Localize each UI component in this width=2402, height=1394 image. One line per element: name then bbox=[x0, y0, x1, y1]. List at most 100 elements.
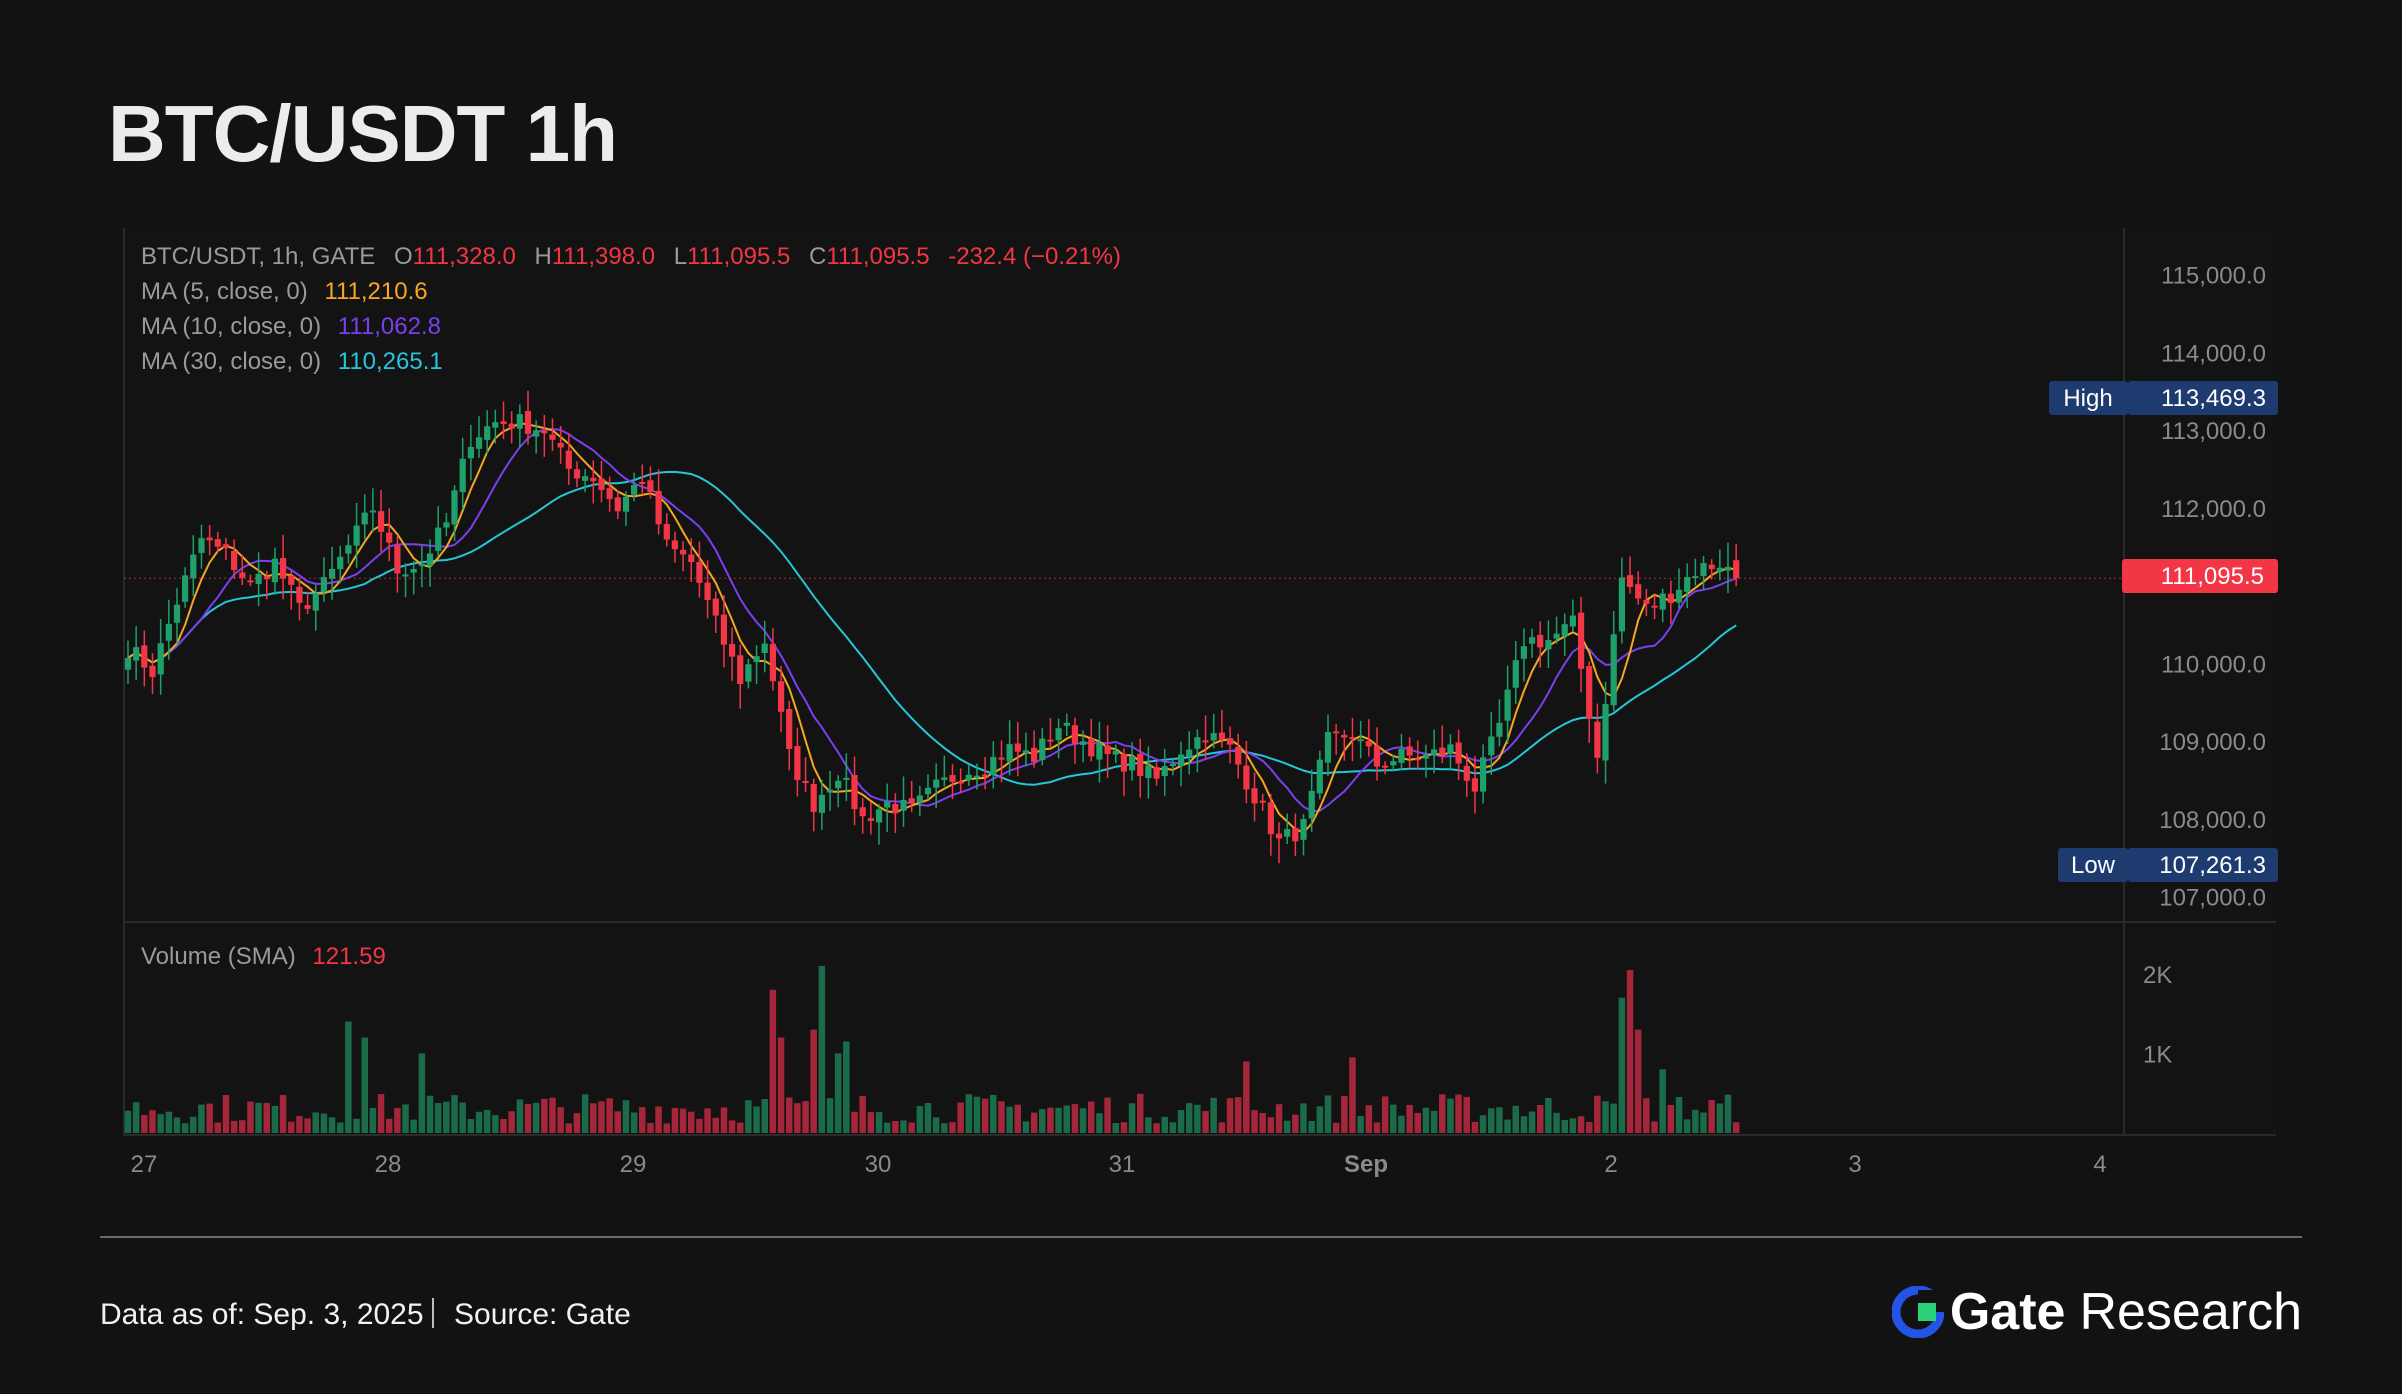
volume-bar bbox=[916, 1106, 924, 1133]
volume-bar bbox=[851, 1111, 858, 1133]
legend-volume-value: 121.59 bbox=[312, 943, 385, 970]
volume-bar bbox=[1692, 1109, 1699, 1133]
volume-bar bbox=[1202, 1111, 1209, 1133]
candle-body bbox=[1186, 749, 1193, 757]
volume-bar bbox=[1079, 1108, 1087, 1133]
volume-bar bbox=[606, 1098, 613, 1133]
legend-high-label: H bbox=[535, 243, 552, 270]
candle-body bbox=[1006, 744, 1013, 762]
volume-bar bbox=[590, 1103, 597, 1133]
volume-tick-label: 2K bbox=[2143, 962, 2172, 989]
candle-body bbox=[190, 554, 197, 579]
candle-body bbox=[288, 575, 295, 585]
legend-ma10-value: 111,062.8 bbox=[338, 313, 441, 340]
volume-bar bbox=[1030, 1112, 1038, 1133]
volume-bar bbox=[1096, 1113, 1103, 1133]
volume-bar bbox=[786, 1097, 793, 1133]
volume-bar bbox=[810, 1029, 817, 1133]
volume-bar bbox=[1194, 1104, 1201, 1133]
candle-body bbox=[443, 522, 450, 528]
volume-bar bbox=[1618, 997, 1626, 1133]
candle-body bbox=[1316, 759, 1323, 794]
candle-body bbox=[141, 645, 148, 668]
volume-bar bbox=[1210, 1097, 1217, 1133]
candle-body bbox=[884, 801, 891, 808]
time-tick-label: 28 bbox=[375, 1151, 402, 1178]
candle-body bbox=[198, 538, 205, 553]
volume-bar bbox=[1104, 1097, 1111, 1133]
low-marker-label: Low bbox=[2071, 852, 2116, 879]
price-tick-label: 115,000.0 bbox=[2161, 263, 2266, 290]
candle-body bbox=[345, 545, 352, 554]
candle-body bbox=[1724, 566, 1732, 571]
volume-bar bbox=[1471, 1121, 1479, 1133]
time-tick-label: 3 bbox=[1848, 1151, 1861, 1178]
candle-body bbox=[1496, 722, 1503, 737]
volume-bar bbox=[957, 1102, 964, 1133]
volume-bar bbox=[1365, 1105, 1373, 1133]
data-as-of-text: Data as of: Sep. 3, 2025 bbox=[100, 1298, 424, 1331]
volume-bar bbox=[598, 1101, 605, 1133]
volume-bar bbox=[239, 1120, 246, 1133]
candle-body bbox=[1243, 765, 1250, 790]
time-tick-label: 27 bbox=[131, 1151, 158, 1178]
volume-bar bbox=[1520, 1116, 1528, 1133]
candle-body bbox=[475, 437, 483, 449]
volume-bar bbox=[157, 1114, 164, 1133]
candle-body bbox=[133, 647, 140, 661]
candle-body bbox=[598, 478, 605, 490]
candle-body bbox=[761, 643, 768, 653]
candle-body bbox=[614, 497, 621, 512]
candle-body bbox=[1104, 745, 1111, 754]
candle-body bbox=[1684, 577, 1691, 592]
candle-body bbox=[1284, 829, 1291, 837]
candle-body bbox=[712, 598, 719, 616]
volume-bar bbox=[1422, 1107, 1430, 1133]
candle-body bbox=[941, 777, 948, 780]
candle-body bbox=[973, 775, 981, 778]
ma10-line bbox=[127, 427, 1737, 813]
volume-bar bbox=[745, 1100, 752, 1133]
candle-body bbox=[998, 757, 1005, 760]
candle-body bbox=[206, 537, 213, 541]
candle-body bbox=[965, 774, 972, 780]
candle-body bbox=[1504, 689, 1511, 721]
candle-body bbox=[1651, 605, 1658, 608]
candle-body bbox=[394, 545, 401, 574]
gate-logo-icon bbox=[1891, 1286, 1944, 1338]
volume-bar bbox=[1667, 1105, 1675, 1133]
volume-bar bbox=[288, 1121, 295, 1133]
volume-bar bbox=[255, 1102, 262, 1133]
candle-body bbox=[1300, 819, 1307, 840]
legend-ma30-value: 110,265.1 bbox=[338, 348, 443, 375]
candle-body bbox=[386, 532, 393, 543]
time-tick-label: Sep bbox=[1344, 1151, 1388, 1178]
candle-body bbox=[1112, 750, 1119, 755]
volume-bar bbox=[149, 1110, 156, 1133]
volume-bar bbox=[1071, 1104, 1079, 1133]
candle-body bbox=[516, 414, 523, 429]
volume-bar bbox=[1439, 1094, 1446, 1133]
volume-bar bbox=[214, 1122, 221, 1133]
candle-body bbox=[843, 777, 850, 780]
candle-body bbox=[1553, 633, 1560, 639]
candle-body bbox=[280, 558, 287, 579]
volume-bar bbox=[883, 1122, 891, 1133]
volume-bar bbox=[377, 1094, 385, 1133]
candle-body bbox=[729, 643, 736, 657]
volume-bar bbox=[181, 1123, 189, 1133]
volume-bar bbox=[1186, 1103, 1193, 1133]
volume-bar bbox=[1708, 1100, 1715, 1133]
candle-body bbox=[1626, 575, 1634, 587]
volume-bar bbox=[492, 1115, 499, 1133]
volume-bar bbox=[271, 1105, 279, 1133]
low-marker-value: 107,261.3 bbox=[2159, 852, 2266, 879]
volume-bar bbox=[337, 1122, 344, 1133]
candle-body bbox=[720, 614, 727, 645]
candle-body bbox=[296, 586, 303, 603]
ma5-line bbox=[127, 421, 1737, 834]
footer-separator bbox=[432, 1298, 434, 1328]
candle-body bbox=[786, 709, 793, 749]
candle-body bbox=[1635, 584, 1642, 599]
